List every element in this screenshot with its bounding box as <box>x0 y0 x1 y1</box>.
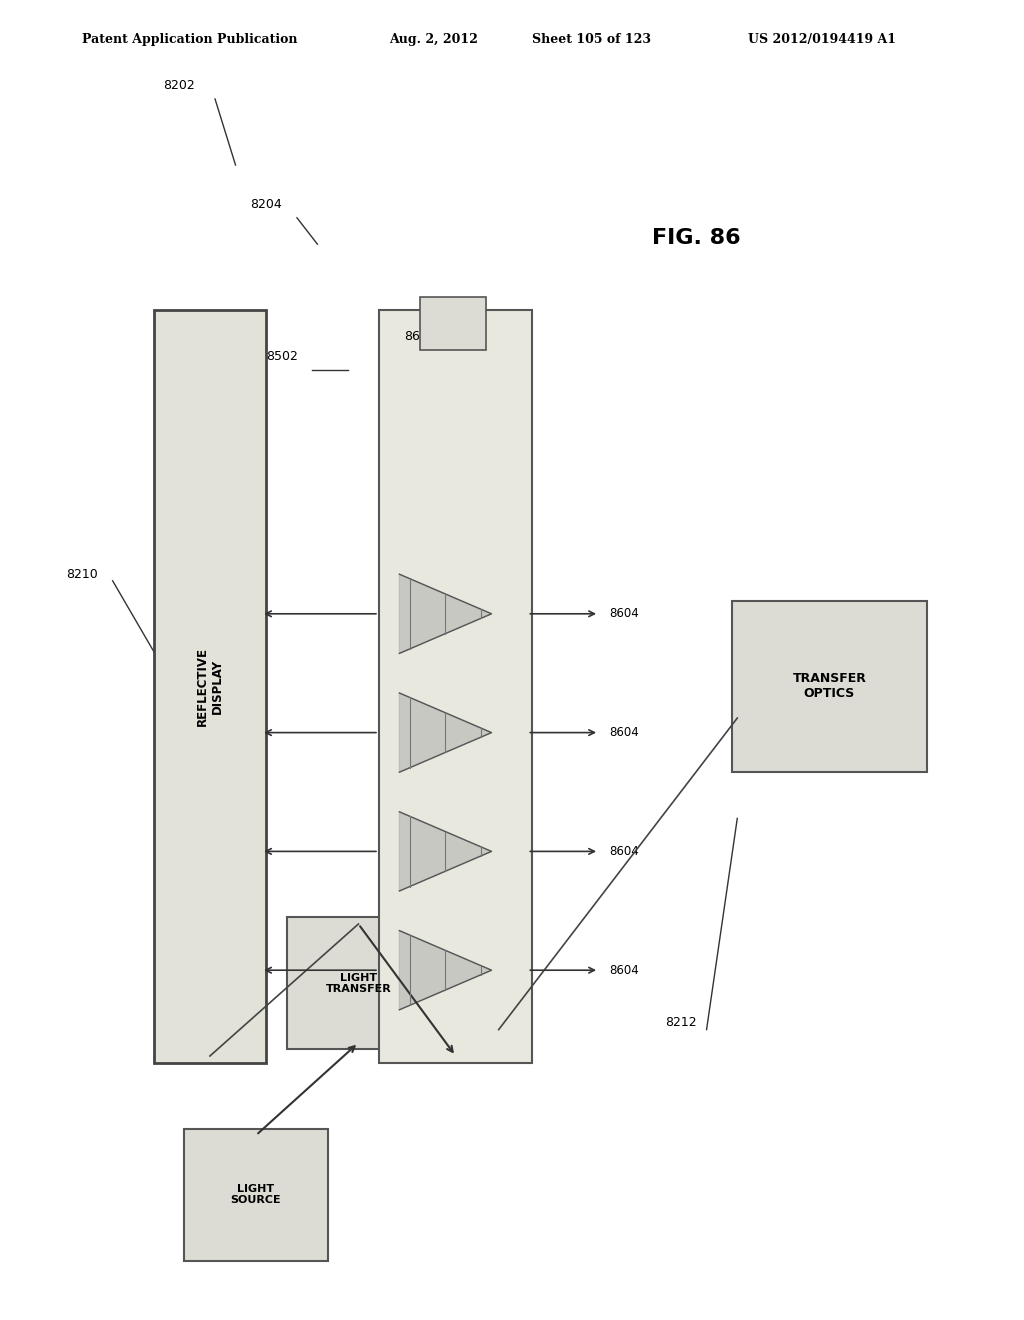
FancyBboxPatch shape <box>184 1129 328 1261</box>
FancyBboxPatch shape <box>154 310 266 1063</box>
Text: LIGHT
SOURCE: LIGHT SOURCE <box>230 1184 282 1205</box>
Text: 8604: 8604 <box>609 845 639 858</box>
Text: 8604: 8604 <box>609 607 639 620</box>
Text: Sheet 105 of 123: Sheet 105 of 123 <box>532 33 651 46</box>
Text: 8502: 8502 <box>265 350 298 363</box>
Polygon shape <box>399 812 492 891</box>
Text: LIGHT
TRANSFER: LIGHT TRANSFER <box>326 973 391 994</box>
Text: 8212: 8212 <box>666 1016 696 1030</box>
Text: 8204: 8204 <box>250 198 283 211</box>
Text: Aug. 2, 2012: Aug. 2, 2012 <box>389 33 478 46</box>
Polygon shape <box>399 931 492 1010</box>
FancyBboxPatch shape <box>379 310 532 1063</box>
Text: 8604: 8604 <box>609 726 639 739</box>
Text: FIG. 86: FIG. 86 <box>652 227 740 248</box>
FancyBboxPatch shape <box>732 601 927 772</box>
Text: 8604: 8604 <box>609 964 639 977</box>
Text: REFLECTIVE
DISPLAY: REFLECTIVE DISPLAY <box>196 647 224 726</box>
Bar <box>420 297 486 350</box>
FancyBboxPatch shape <box>287 917 430 1049</box>
Text: Patent Application Publication: Patent Application Publication <box>82 33 297 46</box>
Text: US 2012/0194419 A1: US 2012/0194419 A1 <box>748 33 896 46</box>
Text: 8210: 8210 <box>66 568 98 581</box>
Text: TRANSFER
OPTICS: TRANSFER OPTICS <box>793 672 866 701</box>
Polygon shape <box>399 574 492 653</box>
Text: 8602: 8602 <box>403 330 436 343</box>
Text: 8202: 8202 <box>163 79 196 92</box>
Polygon shape <box>399 693 492 772</box>
